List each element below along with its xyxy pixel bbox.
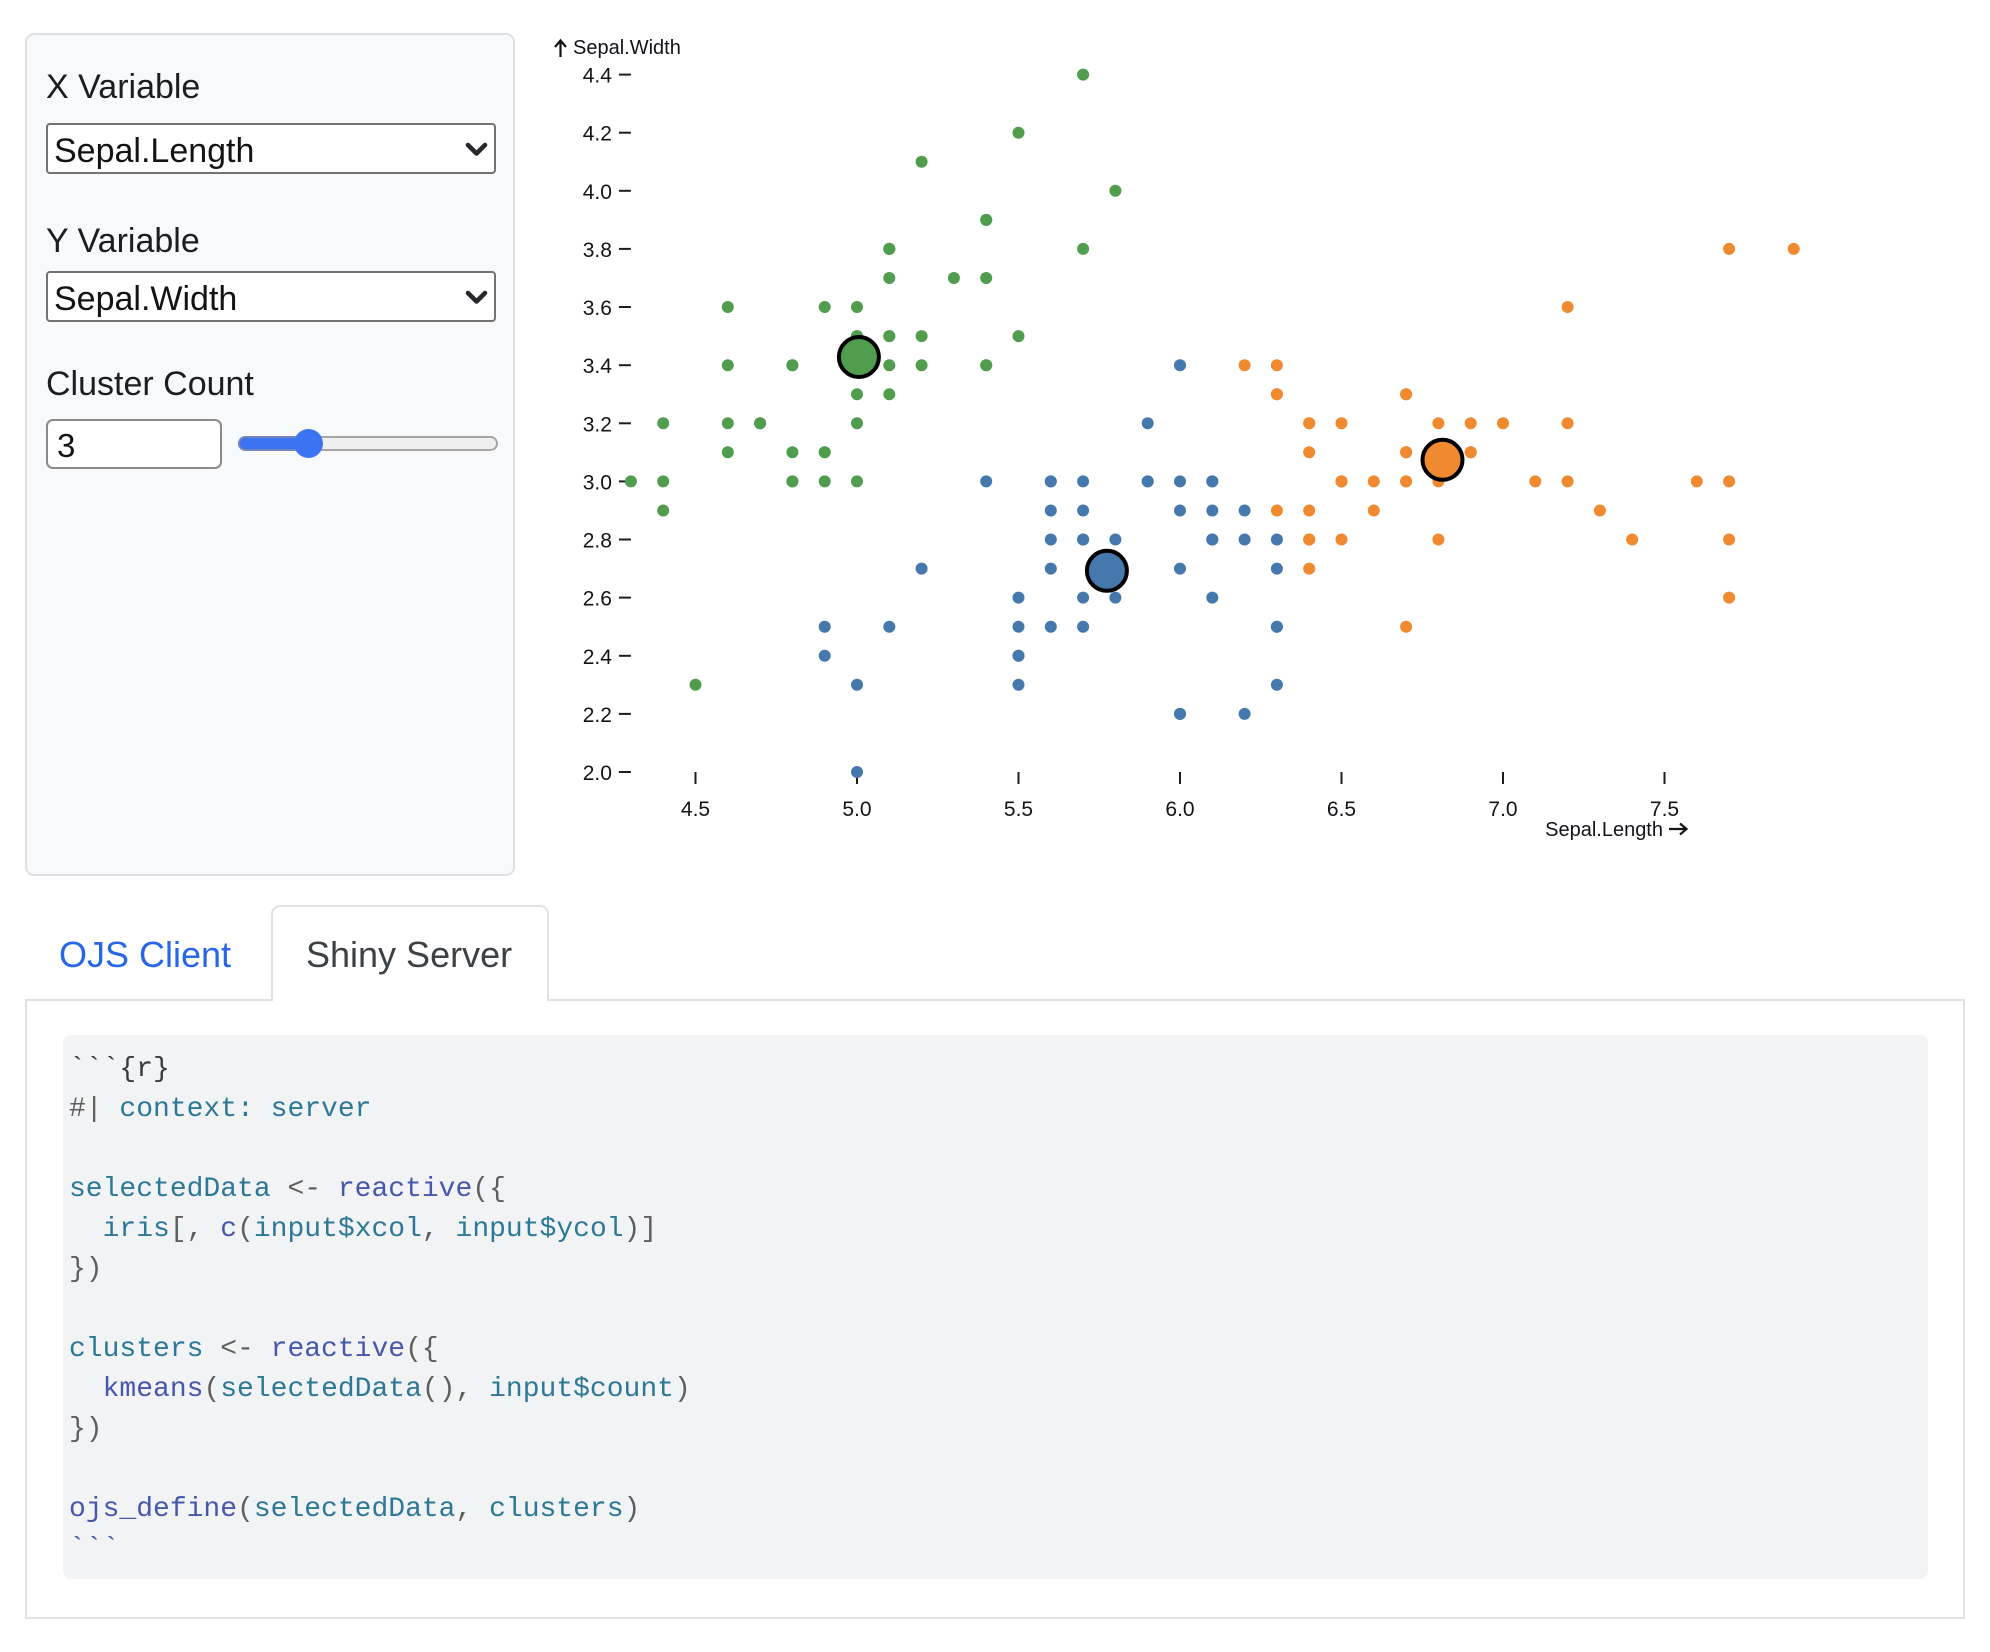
svg-text:2.8: 2.8 <box>583 530 612 553</box>
svg-text:5.0: 5.0 <box>842 798 871 821</box>
svg-text:3.2: 3.2 <box>583 413 612 436</box>
svg-text:6.0: 6.0 <box>1165 798 1194 821</box>
svg-text:2.4: 2.4 <box>583 646 613 669</box>
svg-text:3.6: 3.6 <box>583 297 612 320</box>
svg-text:2.0: 2.0 <box>583 762 612 785</box>
svg-text:4.2: 4.2 <box>583 123 612 146</box>
svg-text:4.5: 4.5 <box>681 798 710 821</box>
svg-text:7.5: 7.5 <box>1650 798 1679 821</box>
svg-text:4.0: 4.0 <box>583 181 612 204</box>
svg-text:2.6: 2.6 <box>583 588 612 611</box>
svg-text:6.5: 6.5 <box>1327 798 1356 821</box>
svg-text:7.0: 7.0 <box>1488 798 1517 821</box>
svg-text:3.0: 3.0 <box>583 471 612 494</box>
svg-text:2.2: 2.2 <box>583 704 612 727</box>
svg-text:Sepal.Width: Sepal.Width <box>573 37 681 59</box>
svg-text:Sepal.Length: Sepal.Length <box>1545 819 1663 841</box>
svg-text:3.8: 3.8 <box>583 239 612 262</box>
svg-text:3.4: 3.4 <box>583 355 613 378</box>
svg-text:4.4: 4.4 <box>583 65 613 88</box>
svg-text:5.5: 5.5 <box>1004 798 1033 821</box>
